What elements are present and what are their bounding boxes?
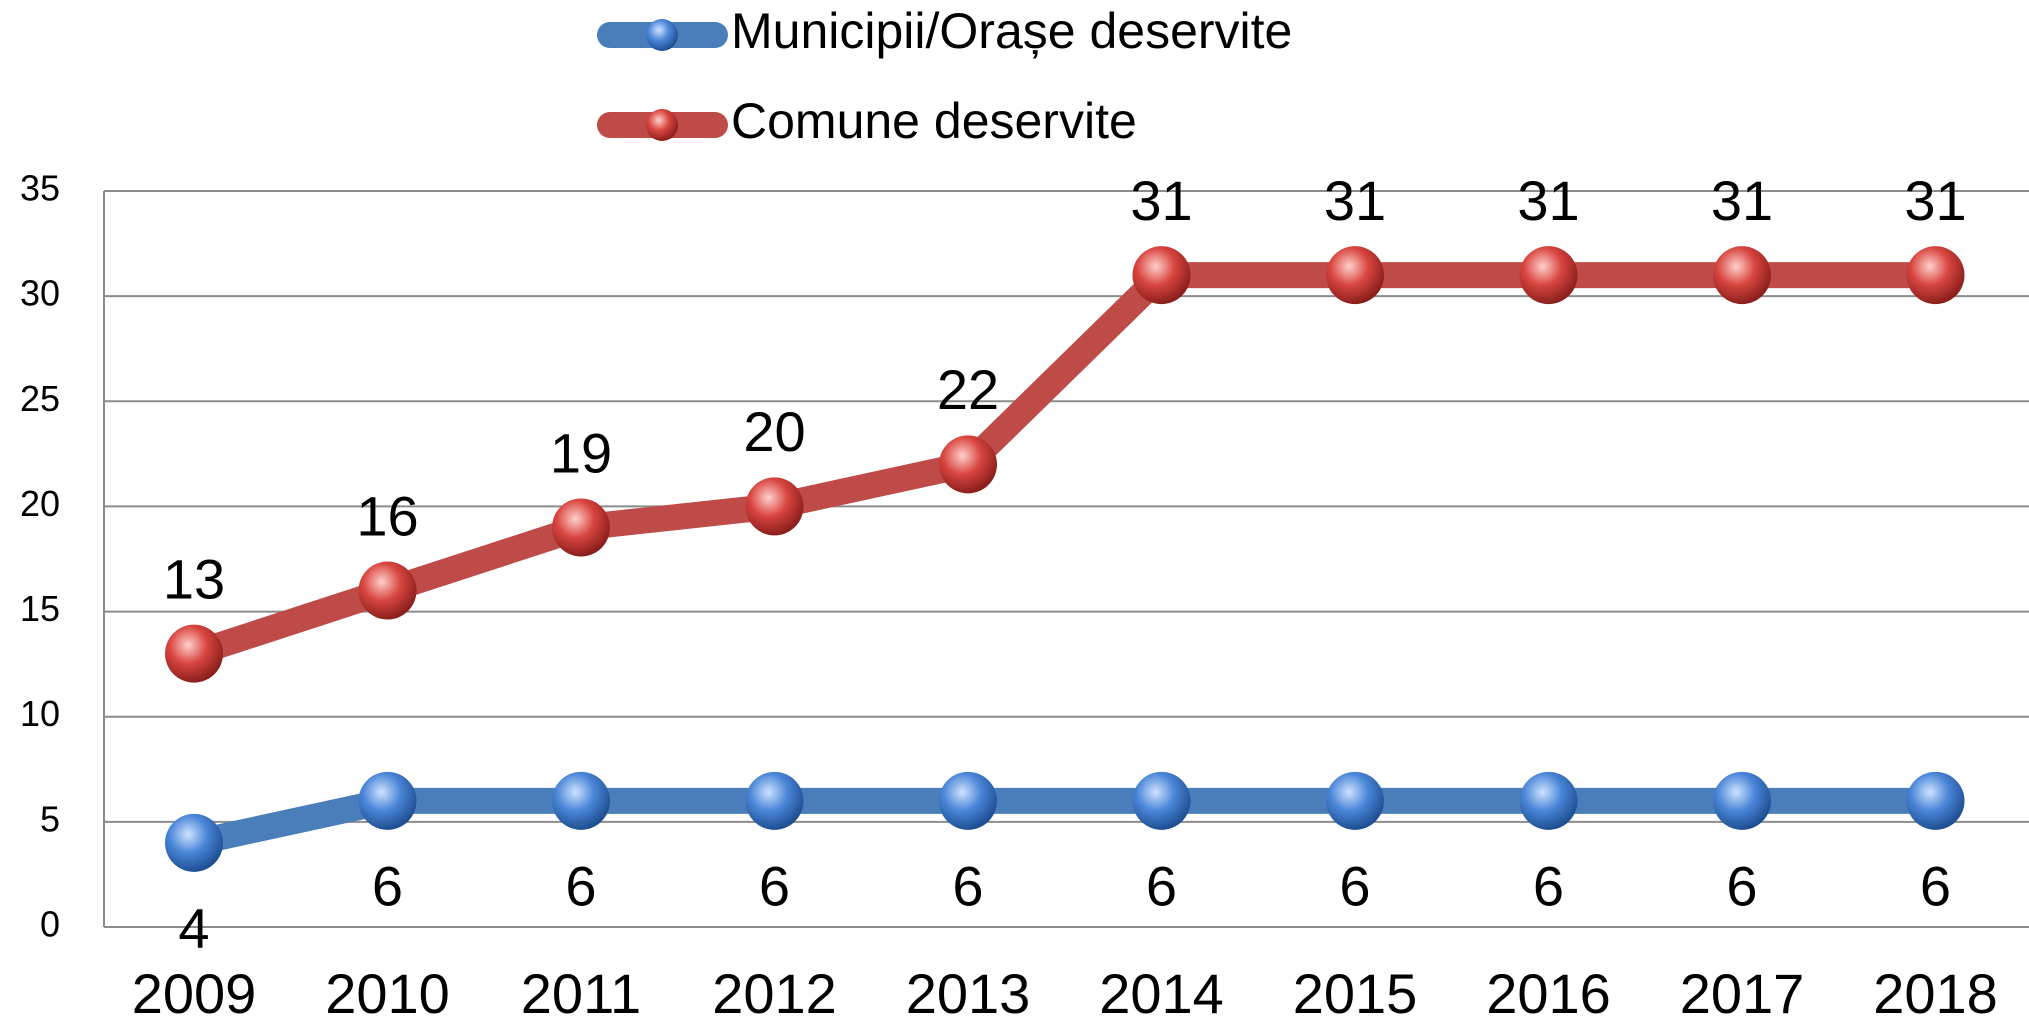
- data-label: 4: [178, 897, 209, 960]
- legend-label: Municipii/Orașe deservite: [731, 3, 1292, 59]
- data-label: 31: [1517, 169, 1579, 232]
- data-label: 6: [1146, 855, 1177, 918]
- x-tick-label: 2017: [1680, 962, 1805, 1025]
- point-marker: [1326, 771, 1384, 830]
- point-marker: [358, 771, 417, 830]
- data-label: 6: [1339, 855, 1370, 918]
- point-marker: [1906, 771, 1965, 830]
- x-tick-label: 2013: [906, 962, 1031, 1025]
- data-label: 6: [1533, 855, 1564, 918]
- point-marker: [939, 771, 997, 830]
- data-label: 6: [1726, 855, 1757, 918]
- data-label: 6: [372, 855, 403, 918]
- x-tick-label: 2011: [521, 962, 641, 1025]
- data-label: 22: [937, 358, 999, 421]
- series-line: [191, 787, 1936, 856]
- point-marker: [1132, 771, 1191, 830]
- x-tick-label: 2015: [1293, 962, 1418, 1025]
- point-marker: [1132, 246, 1191, 305]
- point-marker: [939, 435, 997, 494]
- series-line: [189, 262, 1936, 666]
- point-marker: [745, 771, 804, 830]
- x-tick-label: 2016: [1486, 962, 1611, 1025]
- y-tick-label: 15: [20, 588, 60, 629]
- x-tick-label: 2014: [1099, 962, 1224, 1025]
- data-label: 31: [1324, 169, 1386, 232]
- y-tick-label: 30: [20, 273, 60, 314]
- x-tick-label: 2010: [325, 962, 450, 1025]
- data-label: 31: [1904, 169, 1966, 232]
- y-tick-label: 20: [20, 483, 60, 524]
- point-marker: [552, 498, 610, 557]
- data-label: 6: [759, 855, 790, 918]
- x-tick-label: 2009: [132, 962, 257, 1025]
- y-tick-label: 5: [40, 798, 60, 839]
- point-marker: [1713, 771, 1771, 830]
- y-tick-label: 0: [40, 904, 60, 945]
- y-tick-label: 25: [20, 378, 60, 419]
- point-marker: [358, 561, 417, 620]
- data-label: 20: [743, 400, 805, 463]
- data-label: 16: [356, 484, 418, 547]
- legend-marker: [646, 109, 678, 141]
- point-marker: [1326, 246, 1384, 305]
- point-marker: [1519, 246, 1578, 305]
- point-marker: [165, 813, 223, 872]
- data-label: 6: [565, 855, 596, 918]
- legend-marker: [646, 19, 678, 51]
- y-tick-label: 10: [20, 693, 60, 734]
- data-label: 13: [163, 547, 225, 610]
- point-marker: [1713, 246, 1771, 305]
- data-label: 31: [1711, 169, 1773, 232]
- y-tick-label: 35: [20, 168, 60, 209]
- point-marker: [552, 771, 610, 830]
- point-marker: [1906, 246, 1965, 305]
- x-tick-label: 2012: [712, 962, 837, 1025]
- data-label: 19: [550, 421, 612, 484]
- data-label: 31: [1130, 169, 1192, 232]
- data-label: 6: [1920, 855, 1951, 918]
- point-marker: [1519, 771, 1578, 830]
- point-marker: [165, 624, 223, 683]
- legend-label: Comune deservite: [731, 93, 1137, 149]
- point-marker: [745, 477, 804, 536]
- x-tick-label: 2018: [1873, 962, 1998, 1025]
- data-label: 6: [952, 855, 983, 918]
